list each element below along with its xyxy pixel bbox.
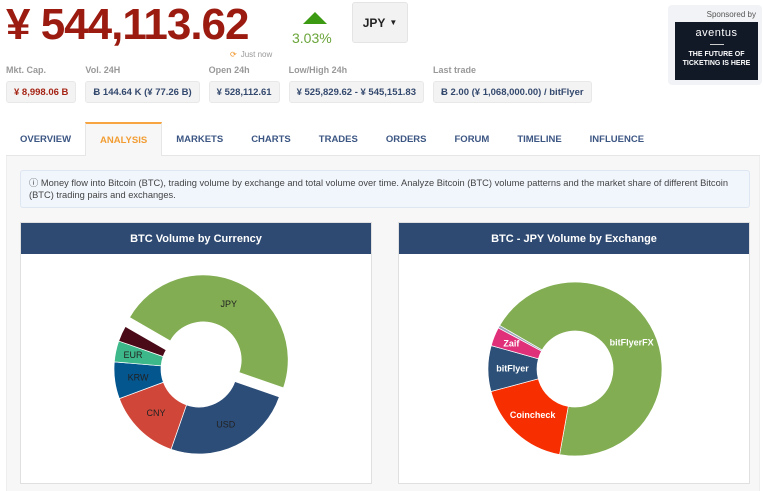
- stat-last-trade: Last trade Ƀ 2.00 (¥ 1,068,000.00) / bit…: [432, 64, 592, 103]
- caret-down-icon: ▼: [389, 18, 398, 27]
- slice-jpy[interactable]: [129, 274, 289, 389]
- slice-bitflyerfx[interactable]: [499, 281, 663, 457]
- exchange-donut-chart: bitFlyerFX Coincheck bitFlyer Zaif: [487, 281, 663, 457]
- slice-label: bitFlyerFX: [610, 338, 654, 348]
- tab-trades[interactable]: TRADES: [318, 133, 358, 145]
- tab-charts[interactable]: CHARTS: [251, 133, 291, 145]
- info-banner: ⓘ Money flow into Bitcoin (BTC), trading…: [20, 170, 750, 208]
- stat-volume: Vol. 24H Ƀ 144.64 K (¥ 77.26 B): [85, 64, 200, 103]
- stat-label: Last trade: [432, 65, 476, 75]
- last-updated: ⟳ Just now: [230, 50, 272, 60]
- stat-value: ¥ 525,829.62 - ¥ 545,151.83: [288, 81, 424, 103]
- tab-orders[interactable]: ORDERS: [385, 133, 427, 145]
- info-icon: ⓘ: [29, 178, 41, 188]
- sponsor-label: Sponsored by: [706, 10, 756, 19]
- slice-label: JPY: [221, 299, 238, 309]
- tab-overview[interactable]: OVERVIEW: [20, 133, 72, 145]
- sponsor-ad[interactable]: aventus THE FUTURE OF TICKETING IS HERE: [675, 22, 758, 80]
- slice-other[interactable]: [118, 326, 167, 357]
- stats-row: Mkt. Cap. ¥ 8,998.06 B Vol. 24H Ƀ 144.64…: [6, 64, 592, 103]
- refresh-icon: ⟳: [230, 50, 237, 59]
- tab-analysis[interactable]: ANALYSIS: [85, 122, 163, 157]
- stat-value: ¥ 528,112.61: [208, 81, 280, 103]
- tab-influence[interactable]: INFLUENCE: [589, 133, 645, 145]
- updated-text: Just now: [240, 50, 273, 59]
- slice-label: CNY: [146, 408, 165, 418]
- stat-label: Vol. 24H: [85, 65, 121, 75]
- up-arrow-icon: [303, 12, 327, 24]
- stat-market-cap: Mkt. Cap. ¥ 8,998.06 B: [6, 64, 77, 103]
- tab-bar: OVERVIEW ANALYSIS MARKETS CHARTS TRADES ORDER…: [6, 122, 760, 157]
- currency-donut-chart: JPY USD CNY KRW EUR: [113, 274, 289, 455]
- tab-forum[interactable]: FORUM: [454, 133, 490, 145]
- stat-value: Ƀ 144.64 K (¥ 77.26 B): [85, 81, 200, 103]
- stat-label: Mkt. Cap.: [6, 65, 47, 75]
- slice-label: USD: [216, 419, 236, 429]
- stat-value: ¥ 8,998.06 B: [6, 81, 77, 103]
- currency-value: JPY: [362, 15, 386, 30]
- stat-value: Ƀ 2.00 (¥ 1,068,000.00) / bitFlyer: [432, 81, 592, 103]
- panel-title: BTC - JPY Volume by Exchange: [399, 223, 749, 254]
- currency-volume-panel: BTC Volume by Currency JPY USD CNY KRW EUR: [20, 222, 372, 484]
- info-text: Money flow into Bitcoin (BTC), trading v…: [29, 178, 728, 200]
- stat-label: Low/High 24h: [288, 65, 348, 75]
- tab-timeline[interactable]: TIMELINE: [517, 133, 562, 145]
- slice-other[interactable]: [497, 325, 543, 352]
- slice-label: Coincheck: [510, 410, 557, 420]
- panel-title: BTC Volume by Currency: [21, 223, 371, 254]
- price: ¥ 544,113.62: [6, 0, 249, 49]
- sponsor-brand: aventus: [695, 27, 738, 39]
- slice-usd[interactable]: [170, 381, 280, 455]
- stat-open: Open 24h ¥ 528,112.61: [208, 64, 280, 103]
- stat-label: Open 24h: [208, 65, 250, 75]
- slice-label: KRW: [128, 372, 149, 382]
- slice-label: Zaif: [503, 338, 520, 348]
- exchange-volume-panel: BTC - JPY Volume by Exchange bitFlyerFX C…: [398, 222, 750, 484]
- currency-dropdown[interactable]: JPY ▼: [352, 2, 408, 43]
- slice-label: EUR: [123, 350, 143, 360]
- price-change: 3.03%: [292, 30, 332, 46]
- sponsor-tagline: THE FUTURE OF TICKETING IS HERE: [682, 51, 751, 67]
- sponsor-box: Sponsored by aventus THE FUTURE OF TICKE…: [668, 5, 762, 85]
- tab-markets[interactable]: MARKETS: [176, 133, 224, 145]
- stat-low-high: Low/High 24h ¥ 525,829.62 - ¥ 545,151.83: [288, 64, 424, 103]
- slice-label: bitFlyer: [496, 364, 529, 374]
